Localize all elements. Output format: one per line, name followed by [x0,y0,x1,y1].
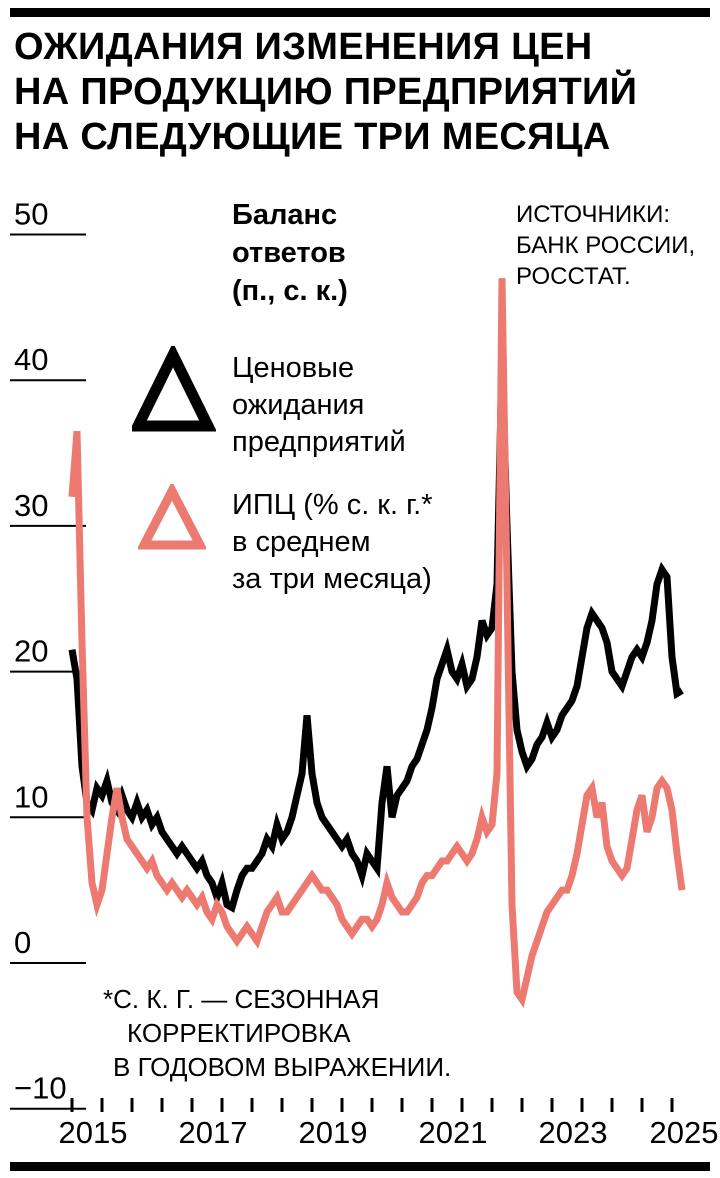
x-tick-label: 2023 [539,1115,608,1150]
red-triangle-shape [138,484,206,550]
page-title-line: НА СЛЕДУЮЩИЕ ТРИ МЕСЯЦА [14,116,611,158]
unit-label-line: (п., с. к.) [232,275,348,307]
legend-label-line: предприятий [232,426,406,458]
y-tick-label: 20 [14,634,48,669]
page-title-line: ОЖИДАНИЯ ИЗМЕНЕНИЯ ЦЕН [14,26,593,68]
legend-label-expectations: Ценовые ожидания предприятий [232,350,406,461]
legend-label-line: за три месяца) [232,563,432,595]
unit-label-line: ответов [232,237,346,269]
top-rule [10,8,710,17]
unit-label-line: Баланс [232,199,338,231]
chart-unit-label: Баланс ответов (п., с. к.) [232,196,348,310]
expectations-line [68,358,684,913]
y-tick-label: 40 [14,342,48,377]
black-triangle-icon [132,346,216,432]
footnote: *С. К. Г. — СЕЗОННАЯ КОРРЕКТИРОВКА В ГОД… [103,982,451,1084]
y-tick-label: 0 [14,925,31,960]
x-tick-label: 2017 [179,1115,248,1150]
page-title: ОЖИДАНИЯ ИЗМЕНЕНИЯ ЦЕН НА ПРОДУКЦИЮ ПРЕД… [14,25,637,160]
legend-label-line: в среднем [232,526,371,558]
footnote-line: *С. К. Г. — СЕЗОННАЯ [103,984,380,1014]
red-triangle-icon [138,484,206,550]
x-tick-label: 2021 [419,1115,488,1150]
footnote-line: КОРРЕКТИРОВКА [127,1018,351,1048]
sources-line: БАНК РОССИИ, [516,232,696,259]
footnote-line: В ГОДОВОМ ВЫРАЖЕНИИ. [113,1052,452,1082]
sources-line: ИСТОЧНИКИ: [516,201,670,228]
cpi-line [68,278,686,1008]
sources-note: ИСТОЧНИКИ: БАНК РОССИИ, РОССТАТ. [516,199,695,292]
sources-line: РОССТАТ. [516,263,631,290]
y-tick-label: 10 [14,779,48,814]
x-tick-label: 2019 [299,1115,368,1150]
bottom-rule [10,1162,710,1171]
legend-label-line: Ценовые [232,352,355,384]
y-tick-label: 50 [14,197,48,232]
x-tick-label: 2025 [650,1115,719,1150]
x-tick-label: 2015 [59,1115,128,1150]
black-triangle-shape [132,346,216,432]
legend-label-line: ИПЦ (% с. к. г.* [232,489,433,521]
page-title-line: НА ПРОДУКЦИЮ ПРЕДПРИЯТИЙ [14,71,638,113]
legend-label-cpi: ИПЦ (% с. к. г.* в среднем за три месяца… [232,487,433,598]
legend-label-line: ожидания [232,389,365,421]
y-tick-label: 30 [14,488,48,523]
y-tick-label: −10 [14,1071,67,1106]
